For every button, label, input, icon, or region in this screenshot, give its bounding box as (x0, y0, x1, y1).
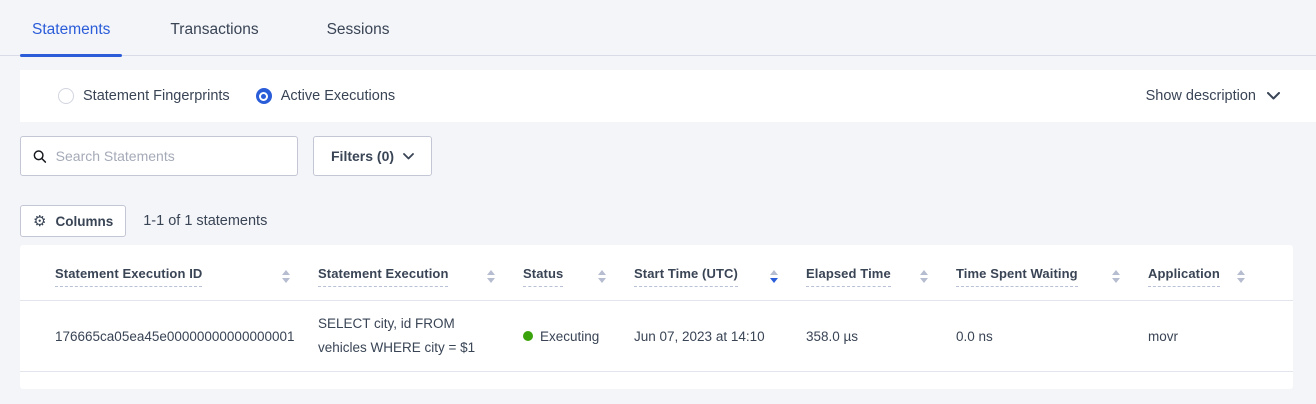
filters-button-label: Filters (0) (331, 148, 395, 164)
column-header-label[interactable]: Status (523, 266, 564, 287)
cell-status: Executing (523, 329, 634, 344)
search-row: Filters (0) (20, 136, 1316, 176)
sort-icon[interactable] (770, 270, 778, 283)
column-header-statement-execution-id[interactable]: Statement Execution ID (55, 266, 318, 287)
status-label: Executing (540, 328, 600, 344)
view-mode-panel: Statement Fingerprints Active Executions… (20, 70, 1316, 122)
status-executing-dot-icon (523, 331, 533, 341)
columns-button-label: Columns (55, 213, 114, 229)
cell-time-spent-waiting: 0.0 ns (956, 328, 993, 344)
column-header-label[interactable]: Statement Execution ID (55, 266, 203, 287)
column-header-label[interactable]: Application (1148, 266, 1220, 287)
sort-icon[interactable] (1112, 270, 1120, 283)
filters-button[interactable]: Filters (0) (313, 136, 433, 176)
column-header-time-spent-waiting[interactable]: Time Spent Waiting (956, 266, 1148, 287)
view-mode-radio-group: Statement Fingerprints Active Executions (58, 88, 395, 104)
column-header-label[interactable]: Time Spent Waiting (956, 266, 1078, 287)
chevron-down-icon (1267, 92, 1280, 100)
column-header-label[interactable]: Start Time (UTC) (634, 266, 738, 287)
sort-icon[interactable] (1237, 270, 1245, 283)
gear-icon: ⚙︎ (33, 212, 47, 230)
column-header-label[interactable]: Statement Execution (318, 266, 449, 287)
column-header-application[interactable]: Application (1148, 266, 1273, 287)
column-header-start-time[interactable]: Start Time (UTC) (634, 266, 806, 287)
tab-sessions[interactable]: Sessions (326, 21, 390, 38)
chevron-down-icon (403, 152, 414, 159)
statements-table: Statement Execution ID Statement Executi… (20, 245, 1293, 389)
columns-button[interactable]: ⚙︎ Columns (20, 205, 127, 237)
cell-statement-execution-id: 176665ca05ea45e00000000000000001 (55, 328, 295, 344)
sort-icon[interactable] (487, 270, 495, 283)
search-input[interactable] (55, 148, 285, 164)
search-icon (33, 149, 47, 163)
column-header-label[interactable]: Elapsed Time (806, 266, 891, 287)
radio-option[interactable]: Active Executions (255, 88, 396, 104)
tab-statements[interactable]: Statements (20, 21, 123, 57)
results-count: 1-1 of 1 statements (143, 213, 268, 229)
radio-option-label: Statement Fingerprints (83, 88, 230, 104)
sort-icon[interactable] (282, 270, 290, 283)
cell-application: movr (1148, 328, 1178, 344)
cell-statement-execution: SELECT city, id FROM vehicles WHERE city… (318, 316, 476, 355)
radio-option-label: Active Executions (280, 88, 396, 104)
radio-unselected-icon[interactable] (58, 88, 74, 104)
table-header-row: Statement Execution ID Statement Executi… (20, 245, 1293, 301)
table-row[interactable]: 176665ca05ea45e00000000000000001 SELECT … (20, 301, 1293, 372)
show-description-toggle[interactable]: Show description (1146, 88, 1280, 104)
column-header-elapsed-time[interactable]: Elapsed Time (806, 266, 956, 287)
radio-option[interactable]: Statement Fingerprints (58, 88, 230, 104)
column-header-statement-execution[interactable]: Statement Execution (318, 266, 523, 287)
sort-icon[interactable] (920, 270, 928, 283)
table-toolbar: ⚙︎ Columns 1-1 of 1 statements (20, 205, 1316, 237)
column-header-status[interactable]: Status (523, 266, 634, 287)
search-box[interactable] (20, 136, 298, 176)
cell-elapsed-time: 358.0 µs (806, 328, 859, 344)
tab-bar: Statements Transactions Sessions (0, 0, 1316, 57)
cell-start-time: Jun 07, 2023 at 14:10 (634, 328, 765, 344)
sort-icon[interactable] (598, 270, 606, 283)
radio-selected-icon[interactable] (255, 88, 272, 104)
show-description-label: Show description (1145, 88, 1256, 104)
tab-transactions[interactable]: Transactions (170, 21, 259, 38)
